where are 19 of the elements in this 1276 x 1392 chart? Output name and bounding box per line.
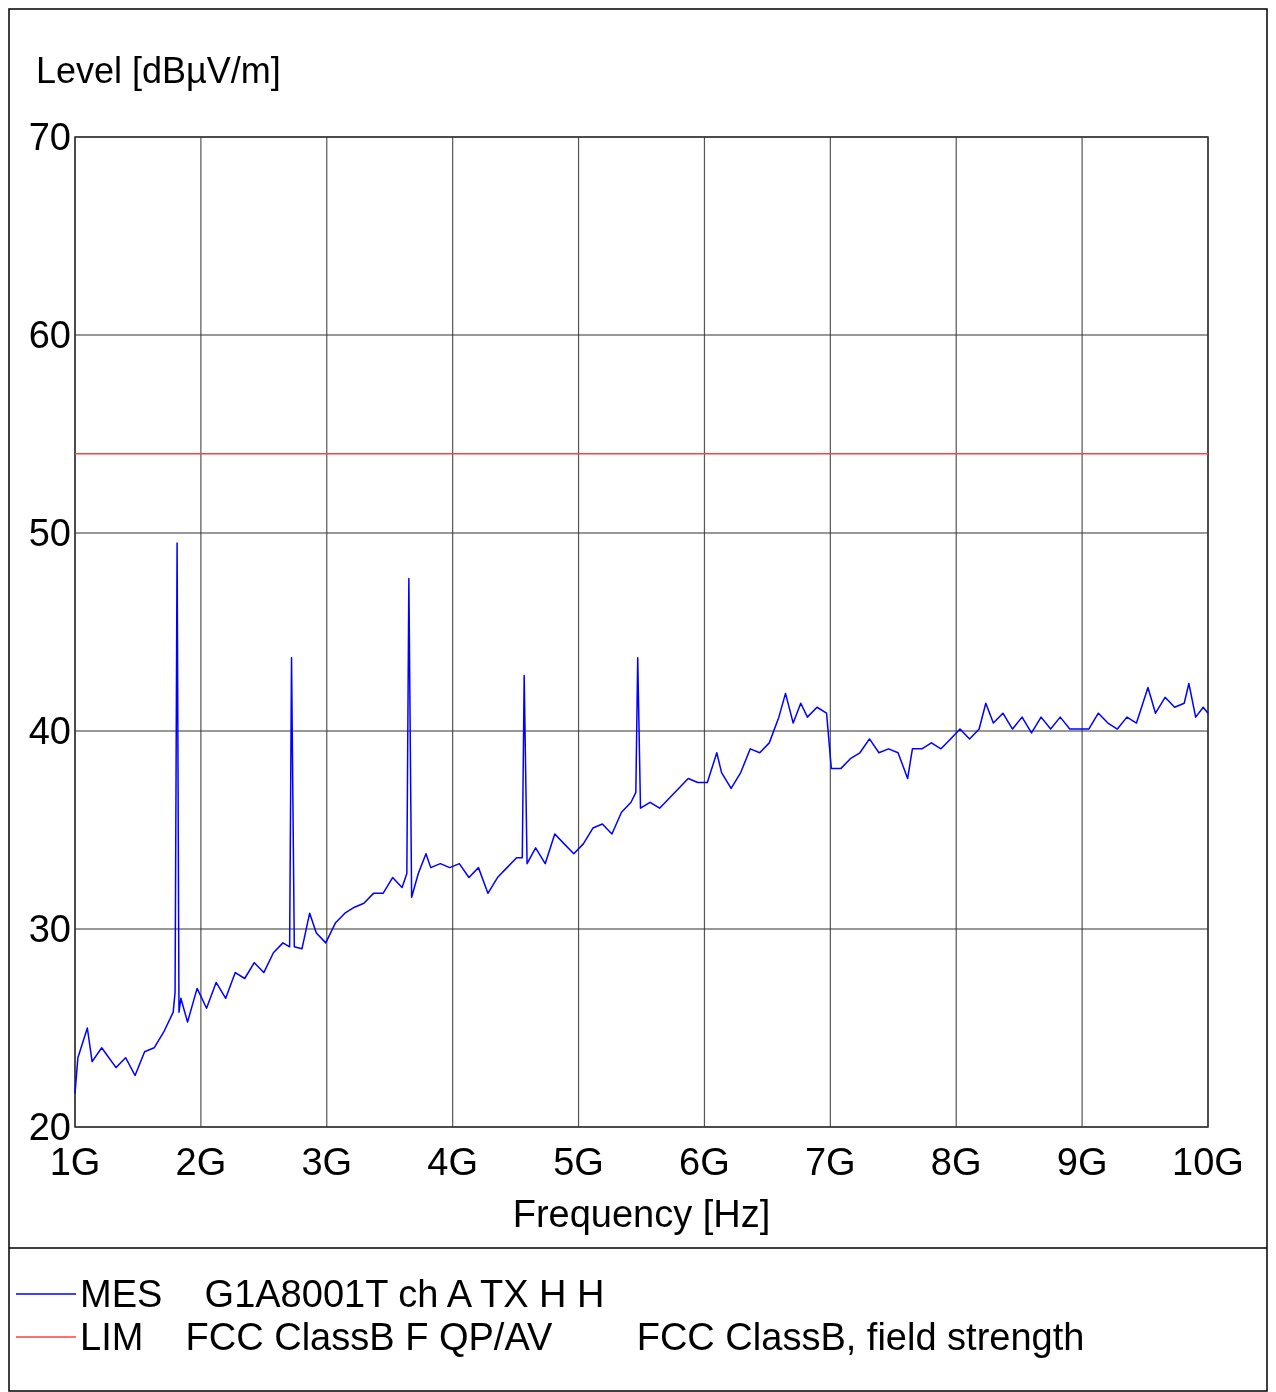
x-tick-label: 6G: [679, 1141, 730, 1183]
line-series: [74, 542, 1209, 1095]
x-tick-label: 7G: [804, 1141, 856, 1183]
x-tick-label: 3G: [301, 1141, 353, 1183]
x-axis-title: Frequency [Hz]: [512, 1193, 771, 1235]
y-axis-title: Level [dBµV/m]: [36, 50, 281, 91]
y-tick-label: 40: [28, 710, 71, 753]
x-tick-label: 4G: [427, 1141, 479, 1183]
legend-label: LIM FCC ClassB F QP/AV FCC ClassB, field strength: [80, 1316, 1085, 1359]
x-tick-label: 8G: [930, 1141, 982, 1183]
y-tick-label: 30: [28, 908, 71, 951]
x-tick-label: 2G: [175, 1141, 227, 1183]
x-tick-label: 5G: [553, 1141, 604, 1183]
legend-label: MES G1A8001T ch A TX H H: [80, 1273, 605, 1316]
y-tick-label: 50: [28, 512, 71, 555]
y-tick-label: 60: [28, 314, 71, 357]
x-tick-label: 10G: [1172, 1141, 1244, 1183]
y-tick-label: 70: [28, 116, 71, 159]
x-tick-label: 9G: [1056, 1141, 1108, 1183]
